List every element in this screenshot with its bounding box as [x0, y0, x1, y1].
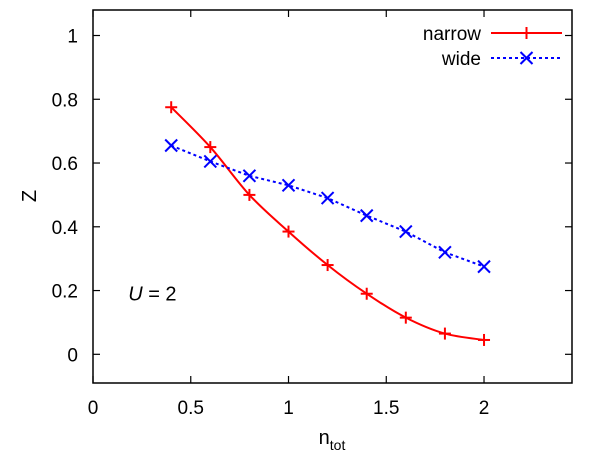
series-line-wide [170, 144, 485, 268]
legend-label-narrow: narrow [423, 24, 481, 45]
data-point-wide-d2 [438, 245, 452, 259]
x-tick-label: 2 [479, 398, 490, 419]
x-tick-label: 1 [283, 398, 294, 419]
data-point-wide-d2 [242, 169, 257, 183]
series-layer [164, 101, 491, 346]
series-narrow [165, 101, 491, 346]
data-point-wide-d2 [203, 154, 218, 169]
data-point-wide-d2 [360, 208, 374, 223]
annotation-value: = 2 [143, 284, 177, 306]
legend: narrow wide [423, 24, 562, 70]
plot-frame [92, 9, 573, 384]
y-axis-ticks: 0 0.2 0.4 0.6 0.8 1 [52, 27, 572, 366]
data-point-wide-d2 [281, 178, 296, 193]
x-axis-label-sub: tot [330, 437, 346, 453]
annotation-u: U = 2 [128, 284, 176, 306]
y-tick-label: 0.8 [52, 90, 78, 111]
y-tick-label: 0.6 [52, 154, 78, 175]
x-axis-label: ntot [319, 427, 346, 453]
y-axis-label: Z [19, 190, 41, 202]
legend-label-wide: wide [441, 49, 481, 70]
y-tick-label: 0 [67, 345, 78, 366]
legend-marker-wide-d2 [519, 51, 534, 65]
data-point-wide-d2 [164, 138, 178, 153]
x-tick-label: 0.5 [178, 398, 204, 419]
y-tick-label: 1 [67, 27, 78, 48]
x-axis-ticks: 0 0.5 1 1.5 2 [88, 10, 490, 419]
series-wide [164, 138, 491, 274]
data-point-wide-d2 [399, 224, 413, 239]
y-tick-label: 0.2 [52, 282, 78, 303]
x-tick-label: 0 [88, 398, 99, 419]
series-line-narrow [170, 106, 485, 341]
x-axis-label-main: n [319, 427, 330, 449]
x-tick-label: 1.5 [373, 398, 399, 419]
data-point-wide-d2 [477, 259, 491, 274]
y-tick-label: 0.4 [52, 218, 79, 239]
data-point-wide-d2 [320, 191, 335, 205]
annotation-variable: U [128, 284, 143, 306]
